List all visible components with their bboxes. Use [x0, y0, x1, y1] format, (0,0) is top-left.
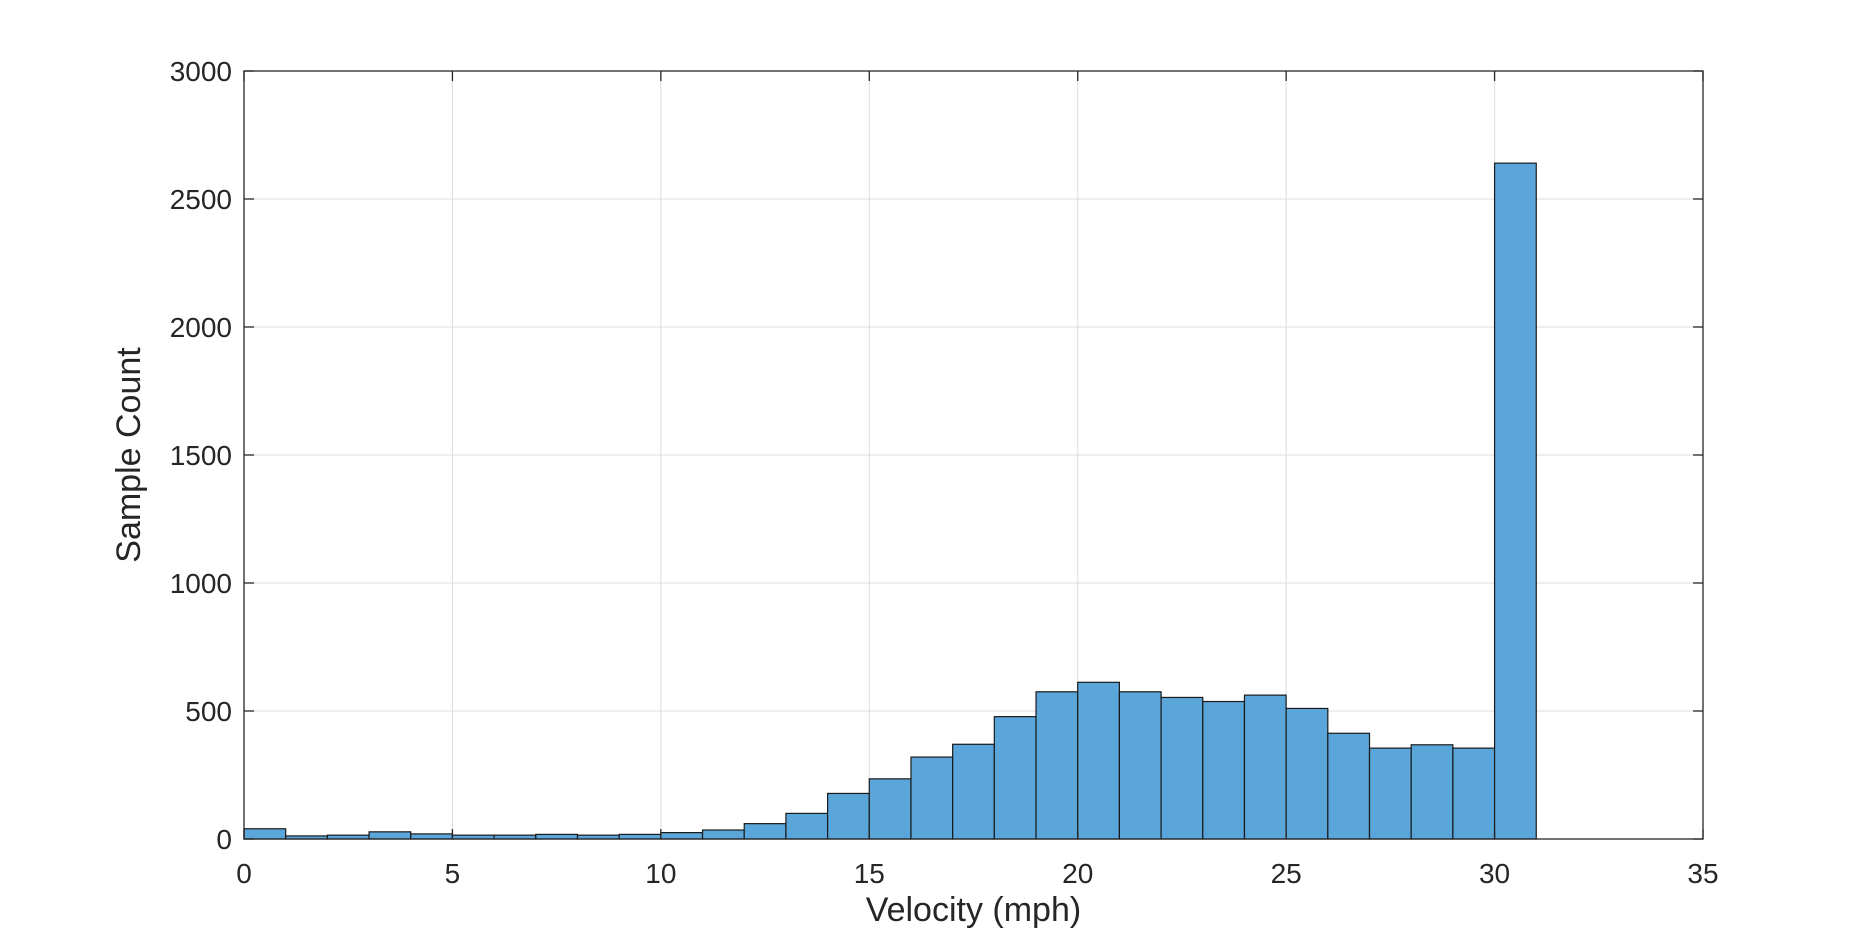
histogram-bar: [1410, 744, 1454, 840]
histogram-bar: [701, 829, 745, 840]
histogram-bar: [1077, 681, 1120, 840]
y-tick-label: 1500: [170, 440, 232, 471]
y-tick-labels: 0 500 1000 1500 2000 2500 3000: [170, 56, 232, 855]
histogram-bar: [910, 756, 954, 840]
y-tick-label: 3000: [170, 56, 232, 87]
histogram-bar: [743, 823, 787, 840]
grid-lines: [243, 70, 1704, 840]
histogram-bar: [1452, 747, 1496, 840]
y-tick-label: 1000: [170, 568, 232, 599]
histogram-bar: [1118, 691, 1162, 840]
histogram-bar: [1035, 691, 1079, 840]
histogram-bar: [660, 831, 704, 840]
x-tick-label: 35: [1687, 858, 1718, 889]
histogram-bar: [368, 831, 412, 840]
histogram-bar: [1285, 707, 1329, 840]
x-axis-title: Velocity (mph): [866, 891, 1081, 929]
x-tick-label: 10: [645, 858, 676, 889]
histogram-bar: [1160, 696, 1204, 840]
x-tick-label: 30: [1479, 858, 1510, 889]
histogram-bar: [993, 716, 1037, 840]
y-axis-title: Sample Count: [110, 347, 148, 563]
x-tick-label: 15: [854, 858, 885, 889]
histogram-bar: [410, 833, 454, 840]
histogram-bar: [826, 792, 870, 840]
histogram-bar: [785, 812, 829, 840]
histogram-bar: [1327, 732, 1371, 840]
x-tick-labels: 0 5 10 15 20 25 30 35: [236, 858, 1718, 889]
y-tick-label: 2000: [170, 312, 232, 343]
x-tick-label: 20: [1062, 858, 1093, 889]
histogram-bar: [1202, 700, 1246, 840]
histogram-bar: [243, 828, 287, 840]
x-tick-label: 25: [1271, 858, 1302, 889]
x-tick-label: 5: [445, 858, 461, 889]
histogram-bar: [868, 778, 912, 840]
histogram-bar: [618, 833, 662, 840]
histogram-bar: [1243, 694, 1287, 840]
histogram-bar: [1493, 162, 1537, 840]
histogram-bar: [1368, 747, 1412, 840]
axis-ticks: [243, 70, 1704, 840]
y-tick-label: 2500: [170, 184, 232, 215]
histogram-bar: [952, 743, 995, 840]
y-tick-label: 500: [185, 696, 232, 727]
histogram-bar: [535, 833, 579, 840]
y-tick-label: 0: [216, 824, 232, 855]
x-tick-label: 0: [236, 858, 252, 889]
histogram-bars: [243, 162, 1537, 840]
